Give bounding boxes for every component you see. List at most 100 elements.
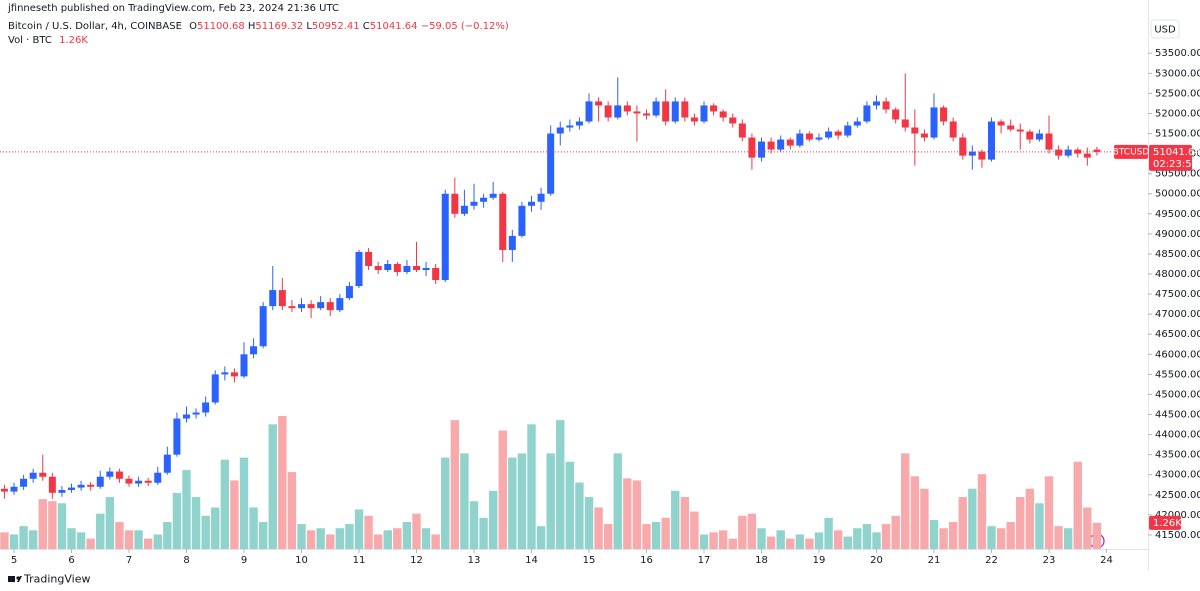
y-tick-label: 42000.00 [1155,510,1200,521]
volume-bar [287,472,297,549]
y-tick-label: 52000.00 [1155,108,1200,119]
candle-body [192,412,200,415]
volume-bar [728,538,737,549]
volume-bar [335,528,345,549]
candle-body [700,105,708,122]
volume-bar [929,519,939,549]
volume-bar [172,492,182,549]
volume-bar [105,497,115,549]
volume-bar [1016,497,1025,549]
currency-box[interactable] [1150,19,1180,39]
candle-body [777,139,785,150]
volume-bar [603,524,613,549]
volume-bar [613,453,622,549]
volume-bar [1073,461,1082,549]
y-tick-label: 50500.00 [1155,169,1200,180]
volume-bar [709,532,718,549]
candle-body [671,101,679,122]
volume-bar [211,507,220,549]
candle-body [959,137,967,156]
y-tick-label: 52500.00 [1155,88,1200,99]
candle-body [997,121,1005,126]
volume-bar [220,459,230,549]
legend-open: 51100.68 [196,21,245,32]
volume-bar [460,453,469,549]
volume-bar [134,530,143,549]
y-tick-label: 49500.00 [1155,209,1200,220]
candle-body [1007,125,1015,130]
volume-bar [76,532,86,549]
candle-body [365,251,373,266]
symbol-legend: Bitcoin / U.S. Dollar, 4h, COINBASE O511… [8,21,509,32]
candle-body [202,402,210,413]
volume-bar [153,534,162,549]
candle-body [326,302,334,311]
candle-body [163,454,171,473]
volume-bar [680,497,690,549]
candle-body [106,471,114,477]
volume-bar [575,482,584,549]
candle-body [250,346,258,355]
candle-body [230,372,238,377]
candle-body [614,105,622,118]
volume-bar [632,480,642,549]
candle-body [20,478,28,487]
volume-bar [441,457,450,549]
candle-body [499,193,507,250]
volume-bar [1044,476,1054,549]
candle-body [336,298,344,311]
candle-body [528,201,535,206]
volume-bar [642,524,651,549]
x-tick-label: 14 [525,555,538,566]
candle-body [0,488,8,492]
volume-legend: Vol · BTC 1.26K [8,35,88,46]
y-tick-label: 53500.00 [1155,48,1200,59]
volume-bar [536,526,546,549]
volume-bar [412,513,421,549]
candle-body [662,101,670,122]
candle-body [441,193,449,281]
candle-body [96,476,104,487]
volume-bar [910,476,920,549]
volume-bar [968,488,977,549]
volume-bar [786,538,795,549]
candle-body [825,131,833,138]
volume-bar [1092,522,1102,549]
y-tick-label: 48500.00 [1155,249,1200,260]
candle-body [355,251,363,287]
candle-body [863,105,871,122]
candle-body [451,193,459,214]
volume-bar [345,524,354,549]
volume-bar [297,524,306,549]
candle-body [508,235,516,250]
y-tick-label: 46000.00 [1155,349,1200,360]
candle-body [144,480,152,483]
volume-bar [661,517,670,549]
x-tick-label: 6 [68,555,74,566]
candle-body [87,484,95,487]
candle-body [1016,129,1024,132]
volume-bar [805,538,814,549]
x-tick-label: 16 [640,555,653,566]
volume-bar [1035,503,1044,549]
volume-bar [498,430,507,549]
candle-body [930,107,938,138]
volume-bar [354,509,364,549]
volume-bar [182,470,191,549]
volume-bar [115,521,124,549]
brand-logo[interactable]: TradingView [8,573,90,586]
candle-body [518,205,526,236]
candle-body [710,105,718,112]
volume-bar [901,453,910,549]
volume-bar [872,532,881,549]
volume-bar [1006,521,1015,549]
y-tick-label: 44000.00 [1155,430,1200,441]
ticker: BTCUSD [1113,147,1150,157]
x-tick-label: 15 [583,555,596,566]
candle-body [978,151,986,160]
volume-bar [766,536,776,549]
candle-body [10,486,18,492]
candle-body [211,374,219,403]
candle-body [940,107,948,122]
